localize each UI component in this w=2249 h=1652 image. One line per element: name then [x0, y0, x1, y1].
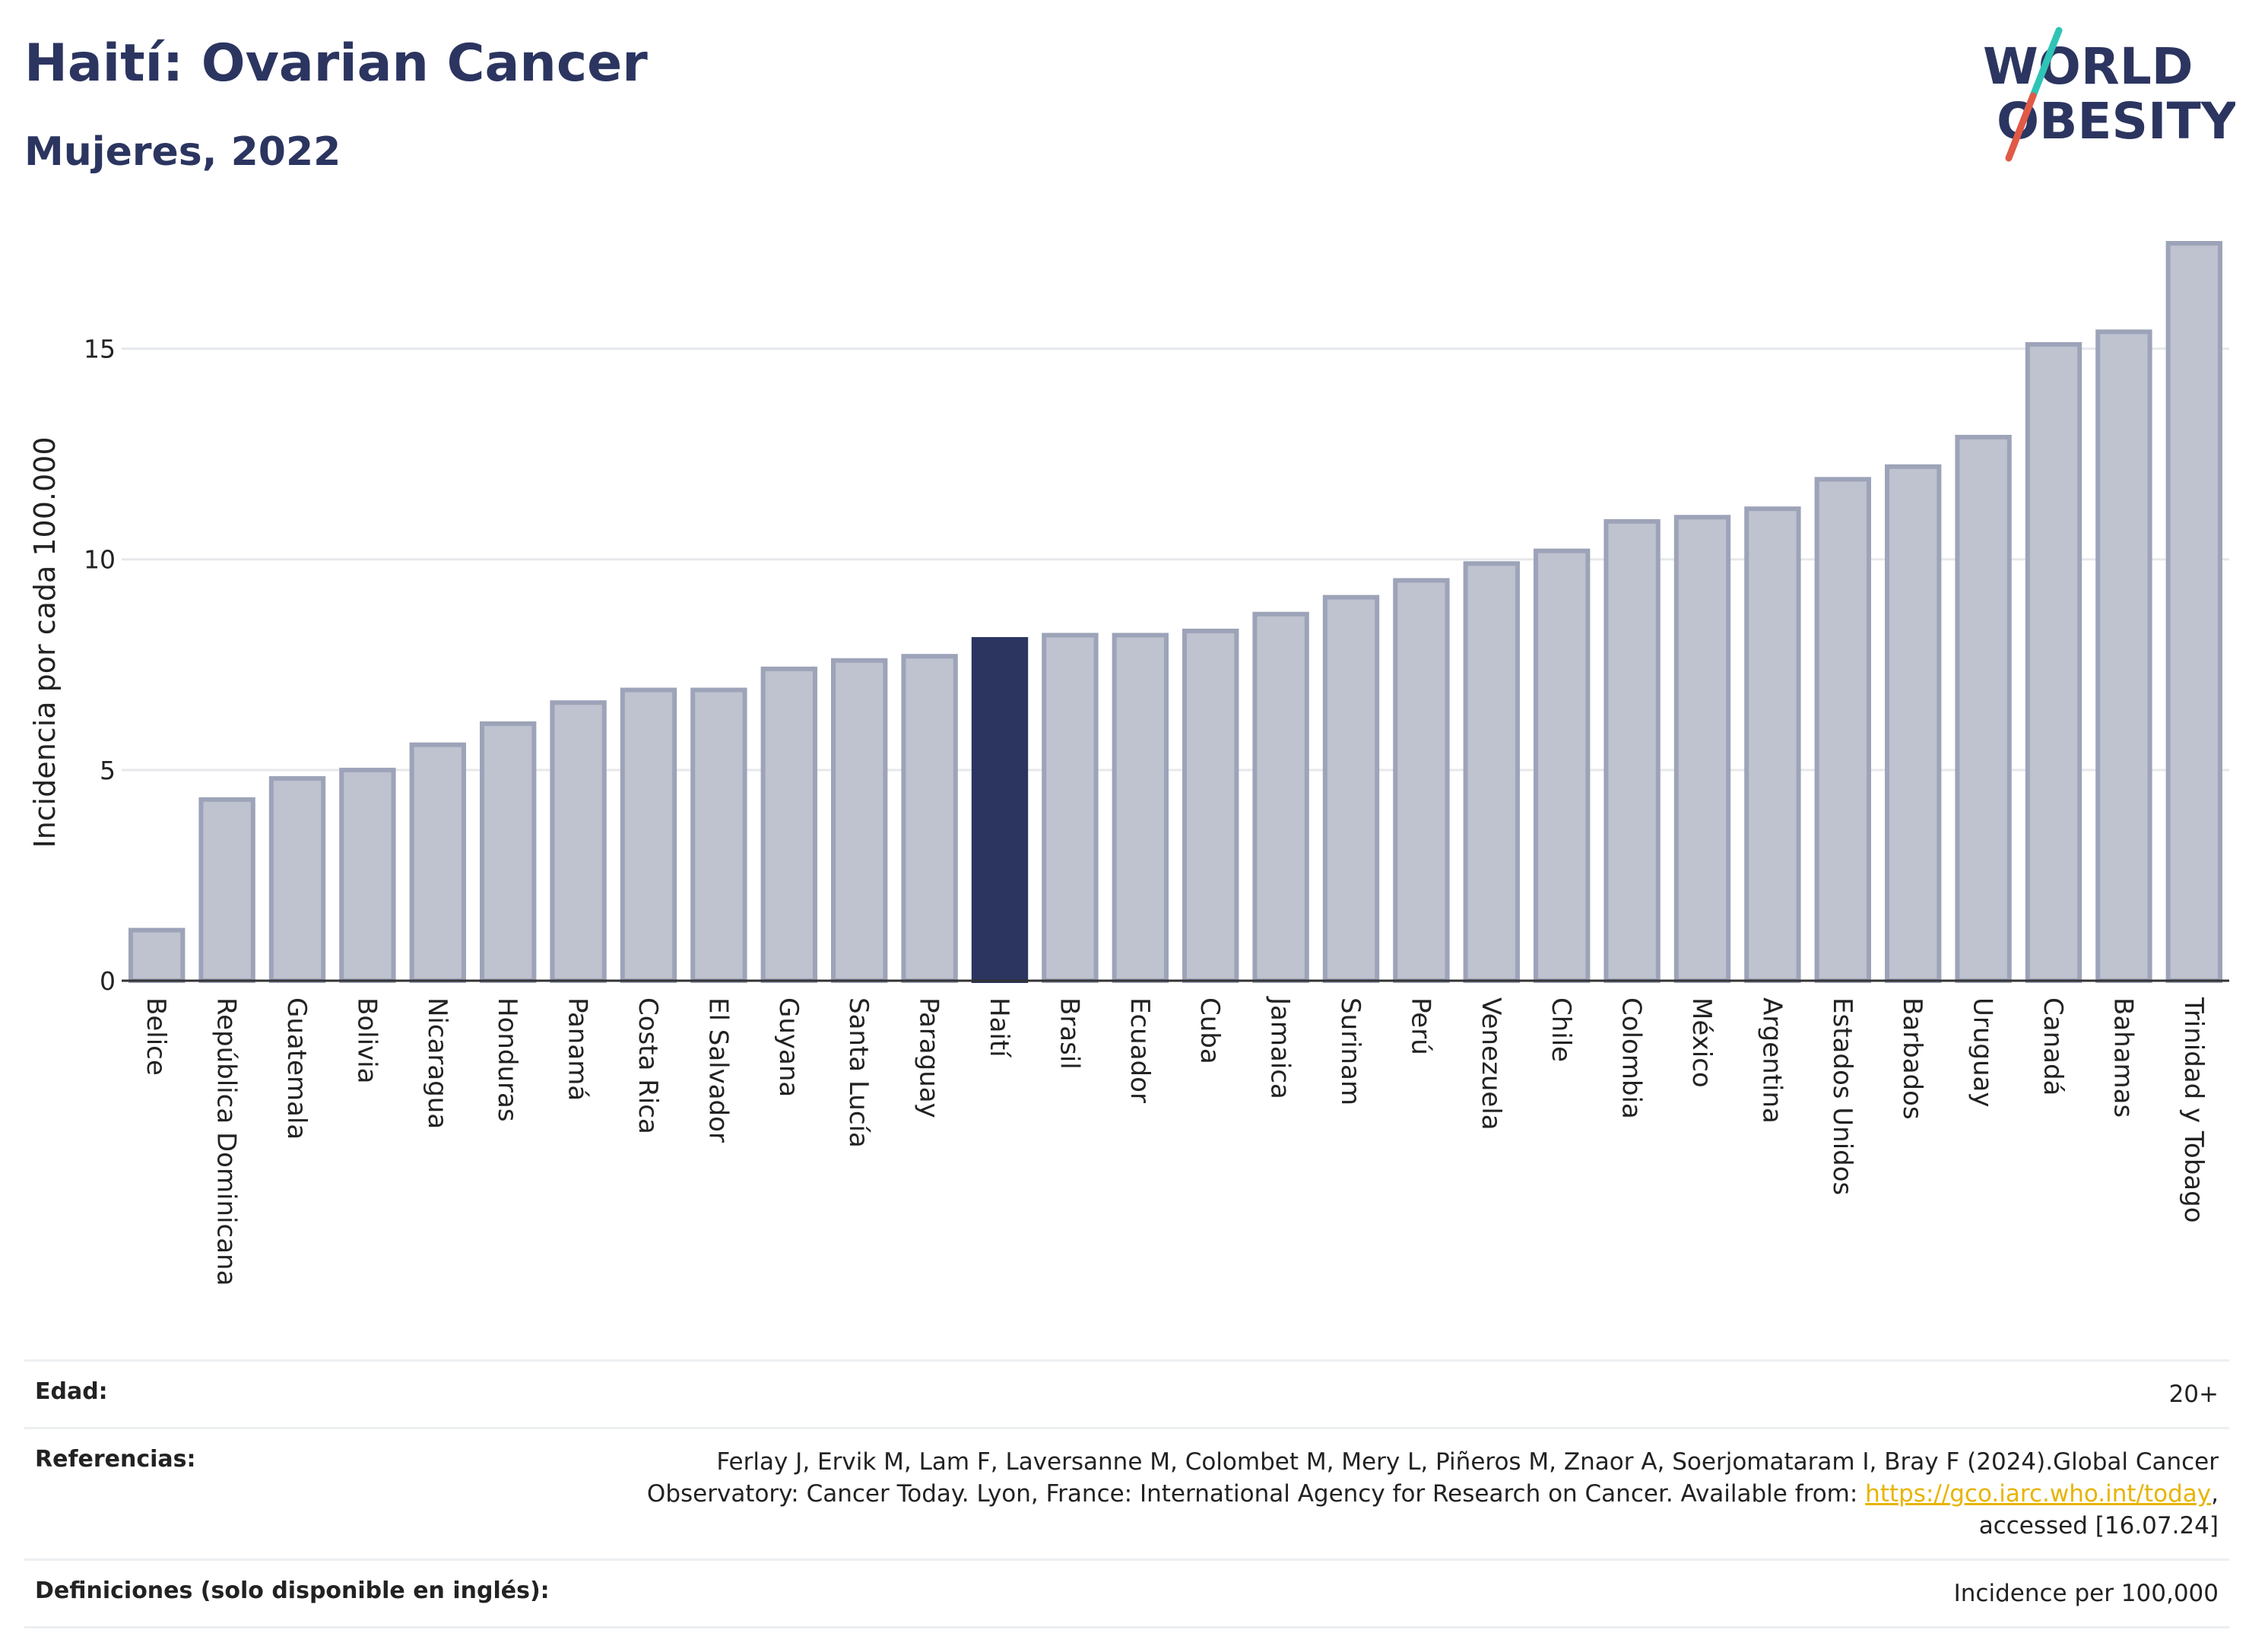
reference-line-2-text: Observatory: Cancer Today. Lyon, France:…	[646, 1480, 1866, 1508]
bar	[1673, 515, 1731, 983]
bar	[1885, 464, 1942, 983]
reference-line-2: Observatory: Cancer Today. Lyon, France:…	[647, 1478, 2219, 1510]
x-tick-label: Venezuela	[1476, 997, 1506, 1130]
x-tick-label: Guyana	[773, 997, 804, 1097]
y-tick-label: 15	[84, 335, 116, 364]
bar	[1393, 578, 1450, 983]
reference-line-1: Ferlay J, Ervik M, Lam F, Laversanne M, …	[716, 1448, 2219, 1476]
x-tick-label: Haití	[984, 997, 1014, 1058]
footer-row-age: Edad: 20+	[24, 1359, 2229, 1427]
bar	[268, 775, 326, 983]
x-tick-label: Costa Rica	[633, 997, 663, 1134]
x-tick-label: Brasil	[1054, 997, 1084, 1070]
references-label: Referencias:	[35, 1446, 196, 1473]
bar	[690, 687, 747, 983]
logo-line-2: OBESITY	[1997, 92, 2235, 151]
y-tick-label: 10	[84, 545, 116, 575]
x-tick-label: Barbados	[1897, 997, 1927, 1120]
x-tick-label: Jamaica	[1265, 996, 1296, 1099]
x-tick-label: Surinam	[1335, 997, 1366, 1105]
bar	[1463, 561, 1520, 983]
bar	[339, 767, 396, 983]
bar	[1534, 548, 1591, 983]
bar	[971, 637, 1029, 983]
bar	[2095, 329, 2152, 983]
x-tick-label: Colombia	[1616, 997, 1647, 1119]
bar	[1955, 434, 2012, 983]
x-tick-label: El Salvador	[703, 997, 733, 1143]
y-tick-label: 0	[100, 966, 116, 996]
x-tick-label: Honduras	[492, 997, 522, 1122]
logo-accent-coral	[2005, 92, 2037, 162]
x-tick-label: Cuba	[1194, 997, 1225, 1064]
bar	[198, 797, 255, 983]
definitions-label: Definiciones (solo disponible en inglés)…	[35, 1577, 550, 1604]
page-subtitle: Mujeres, 2022	[24, 129, 341, 175]
bar	[1112, 633, 1169, 983]
world-obesity-logo: WORLD OBESITY	[1983, 27, 2235, 162]
bar	[480, 721, 537, 984]
x-tick-label: Belice	[141, 997, 171, 1076]
bar	[2165, 241, 2222, 983]
bar	[550, 700, 607, 984]
age-label: Edad:	[35, 1378, 108, 1405]
bar	[1814, 477, 1871, 983]
bar	[128, 927, 186, 983]
bar	[1603, 518, 1661, 983]
bar	[409, 742, 466, 983]
logo-accent-teal	[2029, 27, 2063, 100]
footer-row-references: Referencias: Ferlay J, Ervik M, Lam F, L…	[24, 1427, 2229, 1558]
page-title: Haití: Ovarian Cancer	[24, 33, 648, 94]
definitions-value: Incidence per 100,000	[1953, 1580, 2219, 1607]
x-tick-label: Chile	[1546, 997, 1576, 1062]
y-axis-label: Incidencia por cada 100.000	[28, 436, 62, 848]
x-tick-label: Canadá	[2038, 997, 2068, 1096]
footer-row-definitions: Definiciones (solo disponible en inglés)…	[24, 1558, 2229, 1628]
x-tick-label: Perú	[1405, 997, 1435, 1055]
bar	[1042, 633, 1099, 983]
bar	[1252, 611, 1309, 983]
x-tick-label: Trinidad y Tobago	[2178, 997, 2209, 1223]
chart-footer: Edad: 20+ Referencias: Ferlay J, Ervik M…	[24, 1359, 2229, 1628]
x-tick-label: Paraguay	[914, 997, 944, 1118]
x-tick-label: Bolivia	[351, 997, 382, 1083]
x-tick-label: México	[1686, 997, 1717, 1088]
bar	[620, 687, 677, 983]
x-tick-label: Uruguay	[1968, 997, 1998, 1108]
y-tick-label: 5	[100, 756, 116, 785]
x-tick-label: Nicaragua	[422, 997, 452, 1129]
bar	[901, 654, 958, 983]
bar	[2025, 342, 2082, 983]
bar	[1322, 595, 1380, 983]
bar	[760, 666, 817, 983]
x-tick-label: Guatemala	[281, 997, 312, 1140]
bar	[1744, 506, 1801, 983]
bar	[1182, 628, 1239, 983]
bar	[831, 658, 888, 983]
logo-line-1: WORLD	[1983, 37, 2193, 96]
x-tick-label: Panamá	[563, 997, 593, 1101]
age-value: 20+	[2168, 1381, 2219, 1408]
x-tick-label: Estados Unidos	[1827, 997, 1857, 1195]
reference-link[interactable]: https://gco.iarc.who.int/today	[1865, 1480, 2212, 1508]
x-tick-label: República Dominicana	[211, 997, 242, 1286]
reference-comma: ,	[2211, 1480, 2219, 1508]
reference-line-3: accessed [16.07.24]	[1978, 1512, 2219, 1539]
bar-chart: 0 5 10 15 Incidencia por cada 100.000 Belice R…	[28, 241, 2229, 1286]
x-tick-label: Bahamas	[2108, 997, 2138, 1118]
x-tick-label: Santa Lucía	[843, 997, 874, 1148]
references-value: Ferlay J, Ervik M, Lam F, Laversanne M, …	[647, 1446, 2219, 1542]
x-tick-label: Argentina	[1756, 997, 1787, 1124]
x-tick-label: Ecuador	[1124, 997, 1155, 1103]
